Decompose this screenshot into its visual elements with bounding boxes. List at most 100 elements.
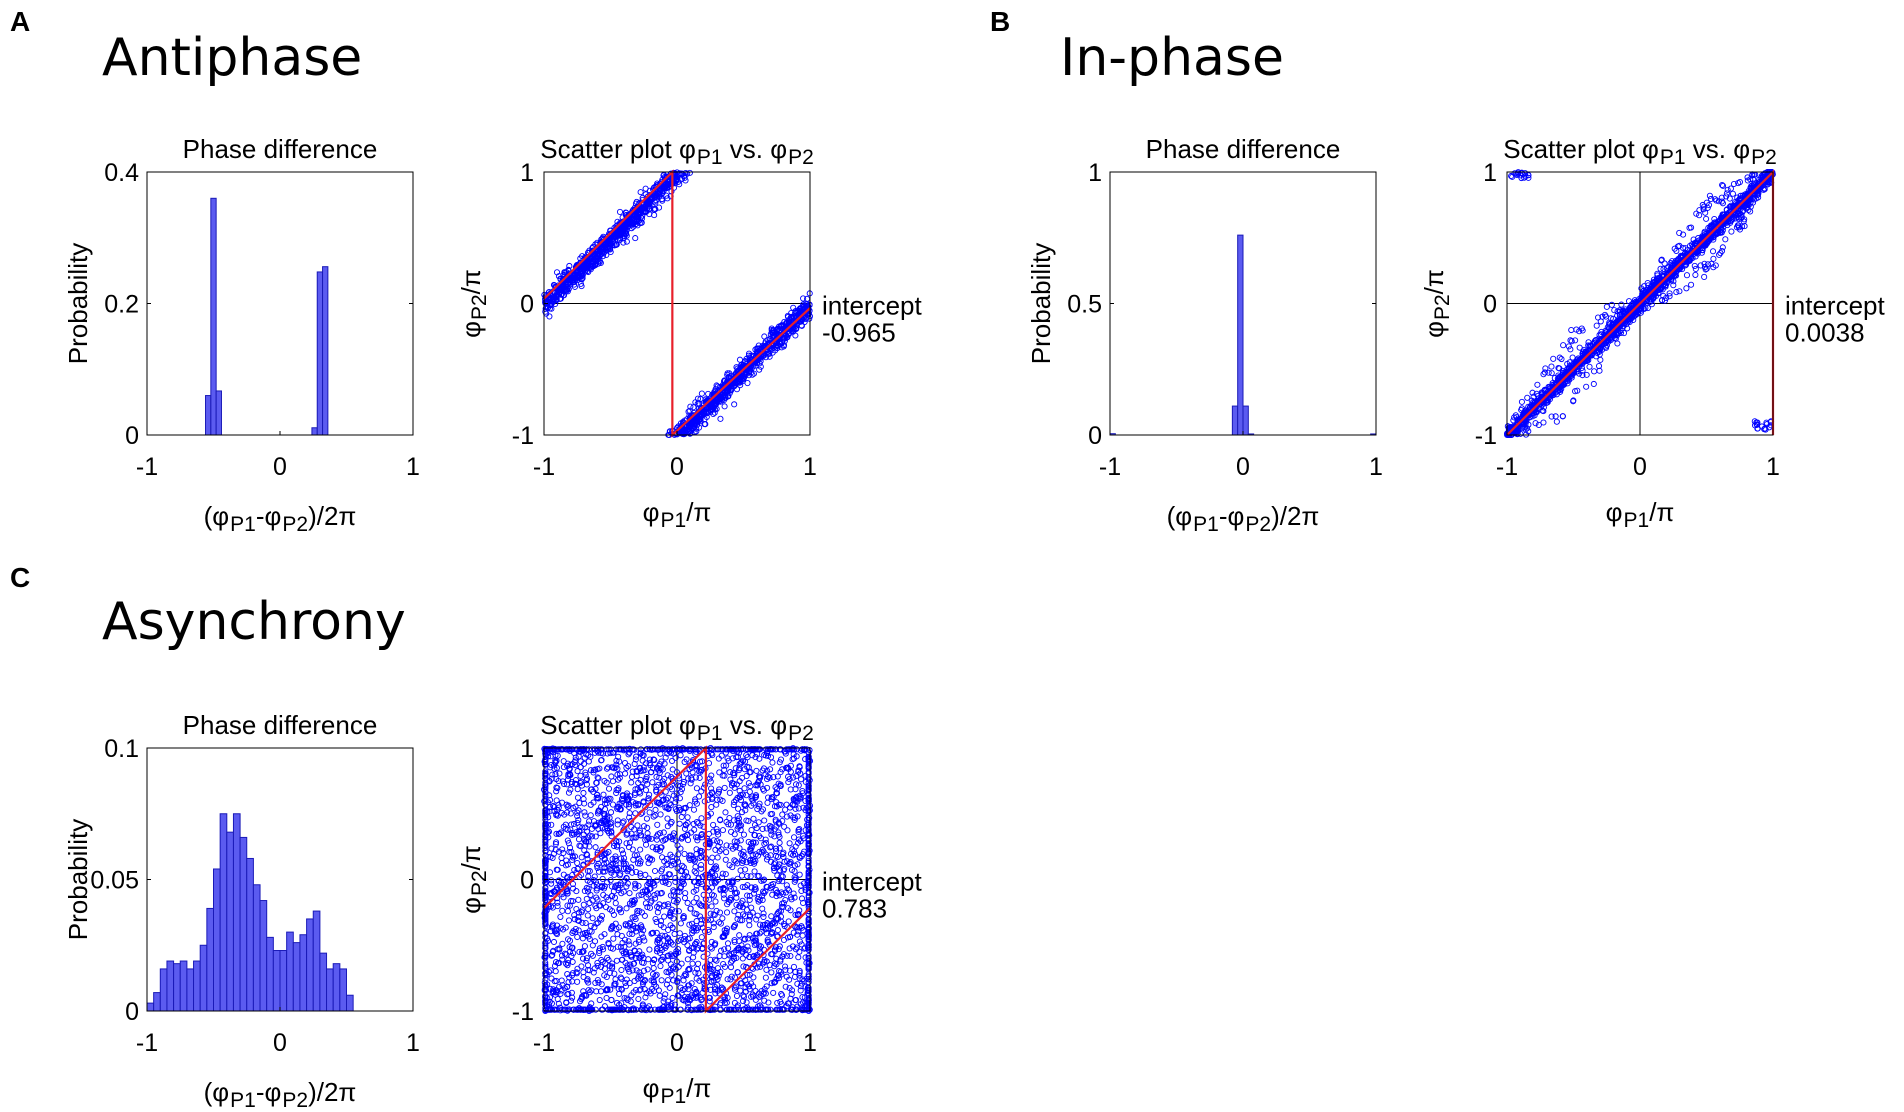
- scatter-point: [589, 915, 596, 922]
- scatter-point: [698, 934, 705, 941]
- scatter-point: [652, 192, 659, 199]
- scatter-point: [734, 372, 741, 379]
- scatter-point: [753, 345, 760, 352]
- scatter-point: [1625, 298, 1633, 305]
- hist-bar: [159, 968, 168, 1012]
- y-tick-label: 0: [125, 422, 139, 450]
- scatter-point: [731, 401, 738, 408]
- scatter-xlabel: φP1/π: [1606, 497, 1675, 532]
- scatter-point: [552, 968, 559, 975]
- scatter-point: [687, 403, 694, 410]
- scatter-point: [642, 871, 649, 878]
- scatter-point: [681, 430, 688, 437]
- hist-bar: [215, 390, 222, 436]
- scatter-point: [644, 201, 652, 208]
- scatter-point: [552, 300, 559, 307]
- scatter-point: [753, 767, 760, 774]
- scatter-point: [776, 339, 783, 346]
- scatter-point: [565, 917, 573, 924]
- scatter-point: [717, 415, 724, 422]
- scatter-point: [740, 831, 747, 838]
- hist-bar: [316, 271, 324, 436]
- scatter-point: [581, 809, 588, 816]
- scatter-point: [764, 799, 771, 806]
- scatter-point: [560, 292, 567, 299]
- scatter-point: [628, 779, 635, 786]
- scatter-point: [1603, 303, 1610, 310]
- scatter-point: [721, 784, 728, 791]
- scatter-point: [780, 329, 787, 337]
- scatter-point: [721, 403, 728, 410]
- scatter-point: [742, 364, 749, 371]
- scatter-point: [573, 906, 580, 913]
- hist-bar: [299, 934, 308, 1012]
- scatter-point: [599, 875, 606, 882]
- scatter-point: [770, 327, 777, 334]
- scatter-point: [614, 222, 621, 229]
- scatter-point: [1722, 236, 1729, 243]
- scatter-point: [605, 243, 613, 250]
- scatter-point: [1729, 190, 1736, 197]
- scatter-point: [698, 865, 705, 872]
- x-tick-label: 1: [1766, 453, 1780, 481]
- scatter-point: [646, 791, 653, 798]
- y-tick-label: 1: [1483, 159, 1497, 187]
- hist-ylabel: Probability: [63, 243, 93, 364]
- scatter-point: [1576, 344, 1583, 351]
- hist-bar: [1231, 405, 1239, 436]
- scatter-point: [669, 757, 676, 764]
- scatter-point: [564, 908, 571, 915]
- scatter-point: [715, 755, 722, 762]
- scatter-point: [706, 896, 713, 903]
- scatter-point: [607, 248, 614, 256]
- y-tick-label: 0: [1088, 422, 1102, 450]
- scatter-point: [639, 757, 646, 764]
- scatter-point: [763, 966, 770, 973]
- scatter-point: [621, 759, 629, 767]
- scatter-point: [1753, 180, 1760, 187]
- x-tick-label: 1: [406, 453, 420, 481]
- x-tick-label: 0: [1633, 453, 1647, 481]
- scatter-point: [597, 259, 604, 267]
- scatter-point: [1550, 355, 1557, 362]
- scatter-point: [552, 296, 559, 304]
- scatter-point: [623, 230, 630, 237]
- scatter-point: [574, 978, 581, 985]
- scatter-point: [1719, 244, 1726, 251]
- scatter-point: [583, 264, 590, 271]
- scatter-point: [577, 255, 584, 262]
- scatter-point: [782, 806, 789, 813]
- scatter-point: [631, 206, 638, 214]
- scatter-point: [577, 772, 584, 779]
- scatter-point: [616, 208, 624, 215]
- scatter-point: [676, 425, 683, 432]
- scatter-point: [1703, 239, 1711, 246]
- scatter-point: [708, 804, 715, 811]
- scatter-point: [684, 899, 691, 907]
- intercept-label: intercept: [1785, 291, 1885, 321]
- hist-bar: [166, 960, 175, 1012]
- scatter-point: [652, 206, 659, 213]
- scatter-point: [567, 786, 574, 793]
- scatter-point: [645, 956, 652, 963]
- hist-xlabel: (φP1-φP2)/2π: [204, 1077, 357, 1112]
- x-tick-label: 1: [803, 453, 817, 481]
- scatter-point: [697, 396, 704, 403]
- scatter-point: [651, 212, 658, 219]
- scatter-point: [1609, 332, 1616, 339]
- scatter-point: [707, 778, 714, 785]
- scatter-point: [545, 299, 552, 306]
- scatter-point: [718, 752, 725, 759]
- scatter-point: [754, 348, 761, 355]
- scatter-point: [653, 836, 660, 843]
- scatter-point: [571, 276, 578, 283]
- scatter-point: [663, 174, 670, 181]
- panel-letter-c: C: [10, 562, 31, 593]
- scatter-point: [644, 193, 651, 200]
- scatter-point: [790, 313, 797, 320]
- x-tick-label: -1: [533, 453, 555, 481]
- scatter-point: [607, 231, 614, 238]
